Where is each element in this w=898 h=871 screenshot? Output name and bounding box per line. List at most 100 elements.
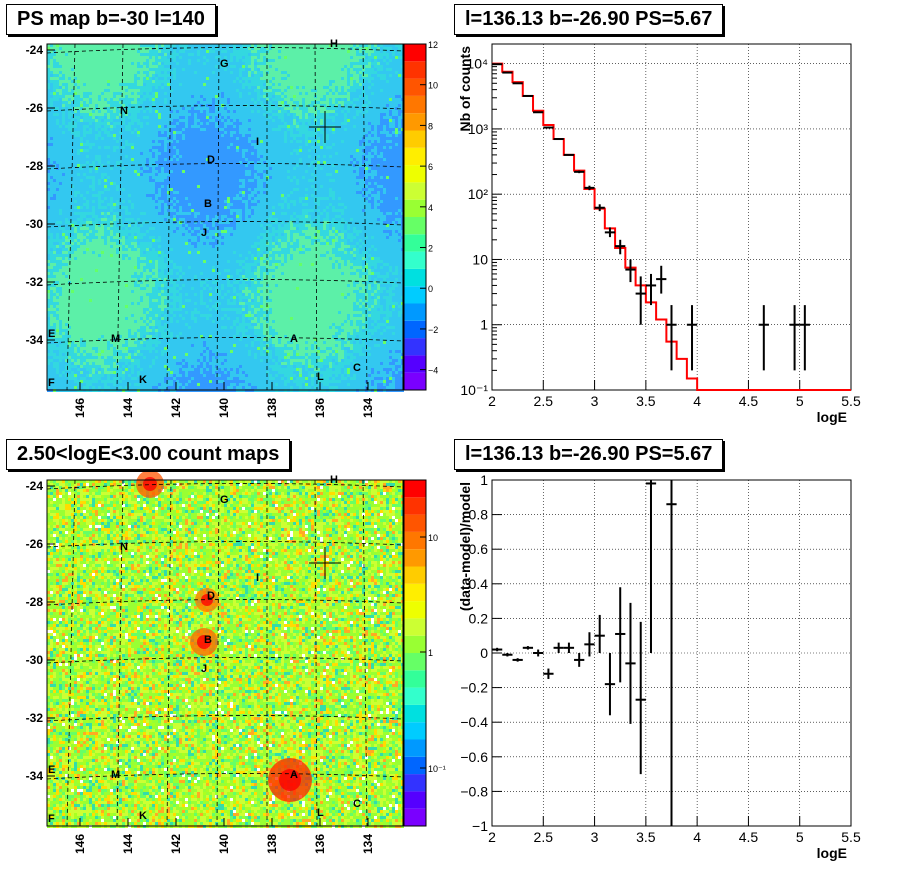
- source-label: I: [256, 572, 259, 584]
- y-tick-label: −1: [472, 818, 488, 834]
- x-tick-label: 4.5: [739, 393, 759, 409]
- source-label: K: [139, 374, 147, 386]
- x-axis-label: logE: [817, 409, 847, 425]
- x-tick-label: 138: [265, 398, 279, 418]
- colorbar-cell: [404, 61, 426, 78]
- source-label: L: [317, 371, 324, 383]
- source-label: A: [290, 333, 298, 345]
- colorbar-tick-label: 4: [428, 203, 433, 213]
- colorbar-cell: [404, 705, 426, 722]
- x-tick-label: 134: [361, 834, 375, 854]
- source-label: H: [330, 474, 338, 486]
- colorbar-tick-label: 6: [428, 162, 433, 172]
- colorbar-cell: [404, 774, 426, 791]
- data-point: [564, 154, 574, 155]
- colorbar-cell: [404, 96, 426, 113]
- colorbar-cell: [404, 304, 426, 321]
- x-tick-label: 138: [265, 834, 279, 854]
- y-tick-label: -34: [26, 769, 44, 783]
- y-tick-label: -28: [26, 595, 44, 609]
- y-axis-label: (data-model)/model: [457, 482, 473, 611]
- y-tick-label: -26: [26, 537, 44, 551]
- x-tick-label: 5: [796, 829, 804, 845]
- colorbar-cell: [404, 131, 426, 148]
- source-label: J: [201, 663, 207, 675]
- y-tick-label: -26: [26, 101, 44, 115]
- spectrum-title: l=136.13 b=-26.90 PS=5.67: [454, 4, 723, 35]
- colorbar-cell: [404, 286, 426, 303]
- y-tick-label: -24: [26, 479, 44, 493]
- y-tick-label: -24: [26, 43, 44, 57]
- data-point: [502, 72, 512, 73]
- data-point: [492, 64, 502, 65]
- data-point: [574, 171, 584, 174]
- source-label: N: [120, 541, 128, 553]
- source-label: M: [111, 333, 120, 345]
- x-tick-label: 5: [796, 393, 804, 409]
- x-tick-label: 3: [591, 829, 599, 845]
- x-tick-label: 142: [169, 834, 183, 854]
- y-tick-label: -32: [26, 275, 44, 289]
- residual-title: l=136.13 b=-26.90 PS=5.67: [454, 439, 723, 470]
- colorbar-cell: [404, 653, 426, 670]
- y-tick-label: -28: [26, 159, 44, 173]
- colorbar-cell: [404, 532, 426, 549]
- colorbar-cell: [404, 480, 426, 497]
- source-label: B: [204, 198, 212, 210]
- source-label: C: [353, 362, 361, 374]
- x-tick-label: 5.5: [841, 393, 861, 409]
- data-point: [554, 138, 564, 140]
- colorbar-tick-label: −4: [428, 366, 438, 376]
- colorbar-cell: [404, 757, 426, 774]
- x-axis-label: logE: [817, 845, 847, 861]
- colorbar-cell: [404, 636, 426, 653]
- x-tick-label: 5.5: [841, 829, 861, 845]
- colorbar-cell: [404, 113, 426, 130]
- colorbar-cell: [404, 688, 426, 705]
- y-tick-label: -30: [26, 217, 44, 231]
- source-label: N: [120, 105, 128, 117]
- colorbar-tick-label: 0: [428, 284, 433, 294]
- source-label: D: [207, 154, 215, 166]
- y-tick-label: 10²: [468, 186, 489, 202]
- y-tick-label: −0.6: [460, 749, 488, 765]
- colorbar-tick-label: 12: [428, 40, 438, 50]
- colorbar-cell: [404, 165, 426, 182]
- x-tick-label: 136: [313, 834, 327, 854]
- source-label: K: [139, 810, 147, 822]
- colorbar-cell: [404, 148, 426, 165]
- source-label: A: [290, 769, 298, 781]
- y-tick-label: −0.4: [460, 714, 488, 730]
- data-point: [523, 96, 533, 97]
- colorbar-cell: [404, 497, 426, 514]
- colorbar-cell: [404, 584, 426, 601]
- y-tick-label: 0.2: [469, 610, 489, 626]
- colorbar-tick-label: 10⁻¹: [428, 764, 446, 774]
- data-point: [513, 83, 523, 84]
- x-tick-label: 140: [217, 834, 231, 854]
- y-tick-label: -34: [26, 333, 44, 347]
- colorbar-tick-label: −2: [428, 325, 438, 335]
- colorbar-cell: [404, 234, 426, 251]
- y-tick-label: 1: [480, 317, 488, 333]
- x-tick-label: 136: [313, 398, 327, 418]
- x-tick-label: 140: [217, 398, 231, 418]
- colorbar-tick-label: 1: [428, 648, 433, 658]
- source-label: H: [330, 38, 338, 50]
- colorbar-cell: [404, 338, 426, 355]
- y-tick-label: 10⁻¹: [460, 382, 488, 398]
- x-tick-label: 2: [488, 829, 496, 845]
- y-tick-label: -32: [26, 711, 44, 725]
- x-tick-label: 146: [73, 398, 87, 418]
- colorbar-cell: [404, 182, 426, 199]
- x-tick-label: 3.5: [636, 393, 656, 409]
- plot-panel-3: 2 2.5 3 3.5 4 4.5 5 5.510.80.60.40.20−0.2−0.4−0…: [457, 472, 861, 861]
- y-tick-label: −0.2: [460, 680, 488, 696]
- y-tick-label: 1: [480, 472, 488, 488]
- source-label: J: [201, 227, 207, 239]
- colorbar-tick-label: 8: [428, 121, 433, 131]
- x-tick-label: 3.5: [636, 829, 656, 845]
- y-axis-label: Nb of counts: [457, 46, 473, 132]
- x-tick-label: 2.5: [534, 393, 554, 409]
